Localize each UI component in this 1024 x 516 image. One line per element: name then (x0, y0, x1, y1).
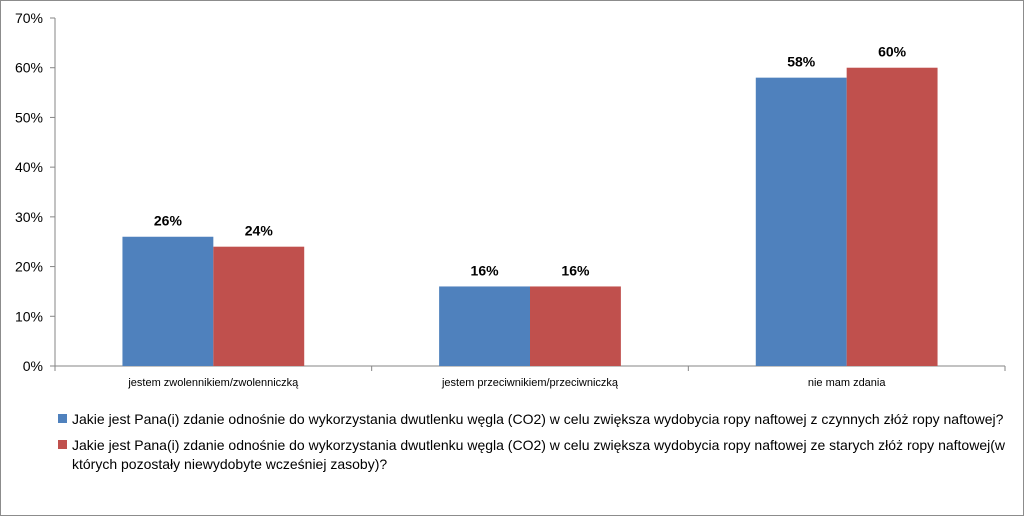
y-tick-label: 70% (15, 10, 43, 26)
y-tick-label: 50% (15, 109, 43, 125)
legend-swatch (58, 440, 67, 449)
y-tick-label: 20% (15, 259, 43, 275)
bar-series-2 (530, 286, 621, 366)
data-label: 26% (154, 213, 183, 229)
y-tick-label: 60% (15, 60, 43, 76)
legend: Jakie jest Pana(i) zdanie odnośnie do wy… (58, 410, 1008, 481)
bar-series-2 (213, 246, 305, 366)
legend-item: Jakie jest Pana(i) zdanie odnośnie do wy… (58, 410, 1008, 429)
y-tick-label: 0% (23, 358, 43, 374)
bar-chart: 0% 10% 20% 30% 40% 50% 60% 70% jestem zwolenniki… (15, 10, 1006, 389)
bar-series-1 (755, 77, 847, 367)
legend-swatch (58, 414, 67, 423)
data-label: 58% (787, 54, 816, 70)
y-tick-label: 40% (15, 159, 43, 175)
bar-series-2 (846, 67, 938, 366)
data-label: 60% (878, 44, 907, 60)
y-tick-label: 30% (15, 209, 43, 225)
data-label: 24% (245, 223, 274, 239)
data-label: 16% (471, 262, 500, 278)
legend-label: Jakie jest Pana(i) zdanie odnośnie do wy… (72, 411, 1004, 427)
bar-series-1 (439, 286, 530, 366)
bar-series-1 (122, 236, 214, 366)
x-category-label: jestem przeciwnikiem/przeciwniczką (441, 377, 619, 389)
legend-item: Jakie jest Pana(i) zdanie odnośnie do wy… (58, 436, 1008, 474)
x-category-label: jestem zwolennikiem/zwolenniczką (127, 377, 299, 389)
data-label: 16% (561, 262, 590, 278)
y-tick-label: 10% (15, 308, 43, 324)
legend-label: Jakie jest Pana(i) zdanie odnośnie do wy… (72, 437, 1005, 472)
x-category-label: nie mam zdania (808, 377, 887, 389)
